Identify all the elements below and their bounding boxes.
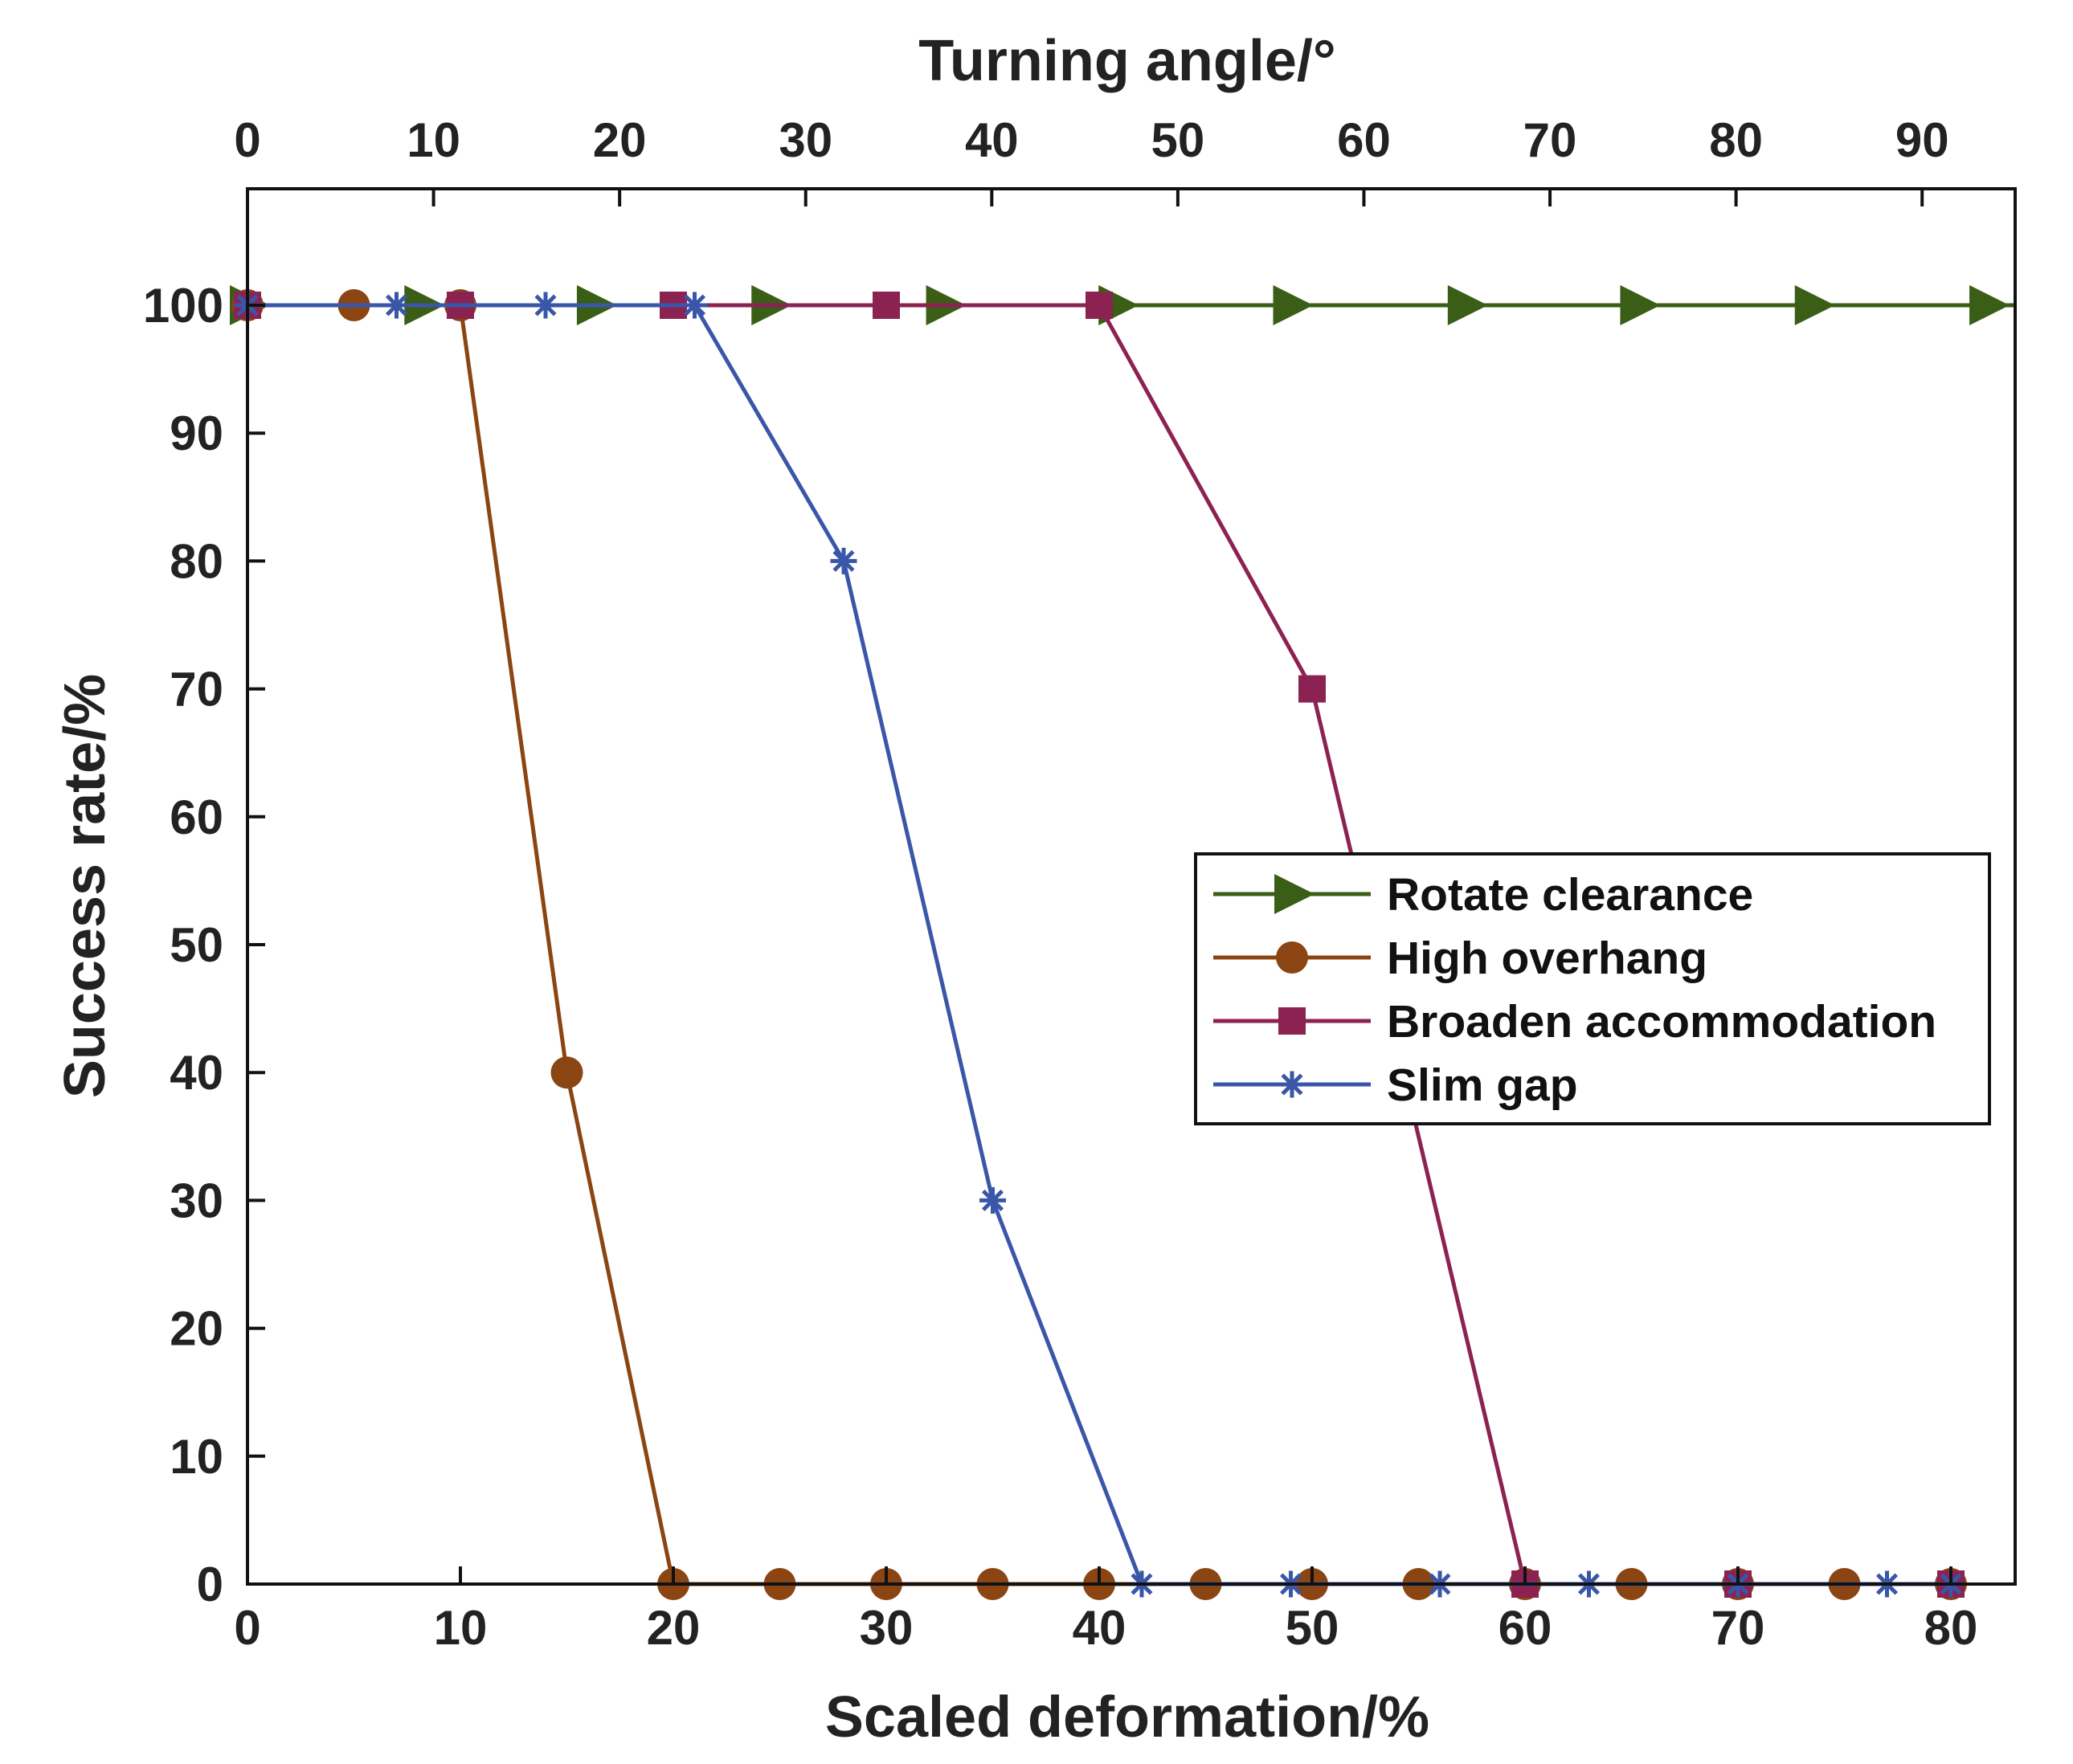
x-tick-label: 50 [1286, 1601, 1339, 1655]
x-axis-title: Scaled deformation/% [825, 1685, 1429, 1750]
x2-tick-label: 0 [234, 113, 260, 167]
x-tick-label: 70 [1711, 1601, 1765, 1655]
x-tick-label: 80 [1924, 1601, 1978, 1655]
y-tick-label: 90 [170, 406, 223, 460]
data-point [532, 292, 559, 319]
legend-marker [1274, 874, 1315, 914]
data-point [830, 547, 857, 574]
legend-label: Rotate clearance [1387, 869, 1753, 921]
axes: 0 10 20 30 40 50 60 70 80 0 10 20 30 40 50 60 70 80 90 0 10 2… [143, 113, 2017, 1655]
y-tick-label: 0 [197, 1558, 223, 1611]
x2-axis-title: Turning angle/° [918, 29, 1335, 93]
y-tick-label: 100 [143, 279, 223, 333]
y-tick-label: 50 [170, 918, 223, 972]
y-tick-label: 60 [170, 790, 223, 844]
y-tick-label: 40 [170, 1046, 223, 1100]
x2-tick-label: 10 [407, 113, 460, 167]
x-tick-label: 20 [647, 1601, 701, 1655]
x2-tick-label: 30 [779, 113, 832, 167]
y-axis-title: Success rate/% [53, 674, 117, 1098]
data-point [1273, 285, 1314, 325]
data-point [1620, 285, 1661, 325]
y-tick-label: 20 [170, 1302, 223, 1356]
legend-box [1194, 852, 1991, 1125]
legend-label: Slim gap [1387, 1060, 1578, 1111]
data-point [1794, 285, 1835, 325]
x-tick-label: 10 [434, 1601, 488, 1655]
data-point [873, 292, 900, 319]
legend-marker [1276, 941, 1308, 974]
data-point [979, 1186, 1006, 1214]
legend-item: Broaden accommodation [1213, 996, 1936, 1047]
x-tick-label: 60 [1499, 1601, 1552, 1655]
x2-tick-label: 50 [1151, 113, 1205, 167]
x2-tick-label: 60 [1337, 113, 1391, 167]
legend: Rotate clearance High overhang Broaden acc… [1194, 852, 1991, 1125]
legend-item: Rotate clearance [1213, 869, 1753, 921]
data-point [681, 292, 708, 319]
x-tick-label: 40 [1073, 1601, 1126, 1655]
legend-marker [1278, 1071, 1306, 1098]
x-tick-label: 30 [860, 1601, 914, 1655]
x2-tick-label: 90 [1895, 113, 1949, 167]
y-tick-label: 80 [170, 534, 223, 588]
x2-tick-label: 80 [1709, 113, 1763, 167]
x-tick-label: 0 [234, 1601, 260, 1655]
legend-label: High overhang [1387, 933, 1707, 984]
data-point [1969, 285, 2010, 325]
y-tick-label: 30 [170, 1174, 223, 1227]
plot-frame [246, 187, 2017, 1586]
y-tick-label: 70 [170, 663, 223, 717]
data-point [1298, 675, 1326, 703]
legend-item: Slim gap [1213, 1060, 1578, 1111]
x2-tick-label: 20 [593, 113, 647, 167]
legend-item: High overhang [1213, 933, 1707, 984]
data-point [1447, 285, 1488, 325]
x2-tick-label: 40 [965, 113, 1019, 167]
data-point [550, 1056, 583, 1089]
x2-tick-label: 70 [1523, 113, 1577, 167]
data-point [1086, 292, 1113, 319]
legend-marker [1278, 1007, 1306, 1035]
legend-label: Broaden accommodation [1387, 996, 1936, 1047]
y-tick-label: 10 [170, 1430, 223, 1484]
data-point [383, 292, 410, 319]
